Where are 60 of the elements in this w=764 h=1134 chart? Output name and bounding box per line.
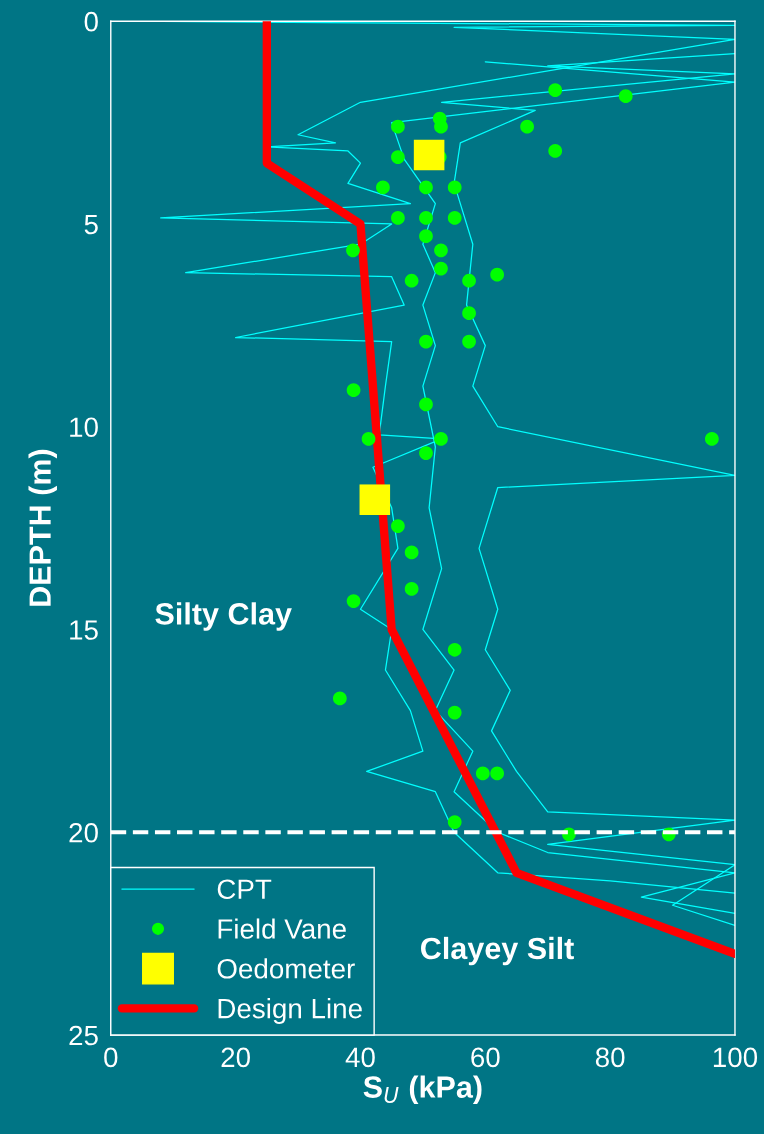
point [490,766,505,781]
point [419,334,433,349]
point [361,432,376,446]
point [462,273,476,288]
annotation: Clayey Silt [421,936,574,966]
point [346,594,361,608]
y-axis-title: DEPTH (m) [28,449,57,606]
point [419,211,433,225]
point [447,180,462,195]
point [419,397,433,412]
point [447,211,462,225]
point [391,150,405,164]
annotation: Silty Clay [155,602,292,631]
point [434,432,448,446]
point [618,89,633,104]
point [419,446,433,460]
point [705,432,719,446]
point [376,180,390,195]
legend-label: Design Line [218,998,362,1024]
point [434,243,448,258]
point [346,383,361,398]
x-axis-title: S$_{U}$ (kPa) [363,1075,482,1104]
y-tick-label: 10 [70,417,98,438]
point [391,119,405,134]
x-tick-label: 40 [345,1047,375,1068]
point [490,267,505,282]
point [434,261,448,276]
point [548,144,563,158]
x-tick-label: 100 [713,1047,758,1068]
x-tick-label: 0 [104,1047,118,1068]
point [391,211,405,225]
point [548,83,563,98]
point [419,229,433,244]
point [520,119,534,134]
legend-label: CPT [217,879,272,900]
point [447,815,462,829]
x-tick-label: 60 [471,1047,500,1068]
y-tick-label: 15 [70,620,98,640]
y-tick-label: 0 [84,11,98,32]
point [447,705,462,720]
point [359,484,391,515]
x-tick-label: 20 [221,1047,250,1068]
x-tick-label: 80 [595,1047,625,1068]
point [391,519,405,533]
point [404,545,419,560]
point [404,582,419,596]
point [346,243,360,258]
point [434,119,448,134]
legend-label: Oedometer [217,958,355,979]
point [419,180,433,195]
point [332,691,347,706]
point [447,642,462,657]
point [404,273,419,288]
y-tick-label: 20 [69,822,98,843]
point [462,334,476,349]
y-tick-label: 5 [84,214,98,235]
legend-label: Field Vane [218,918,346,939]
point [462,306,476,321]
point [475,766,490,781]
y-tick-label: 25 [69,1025,98,1046]
